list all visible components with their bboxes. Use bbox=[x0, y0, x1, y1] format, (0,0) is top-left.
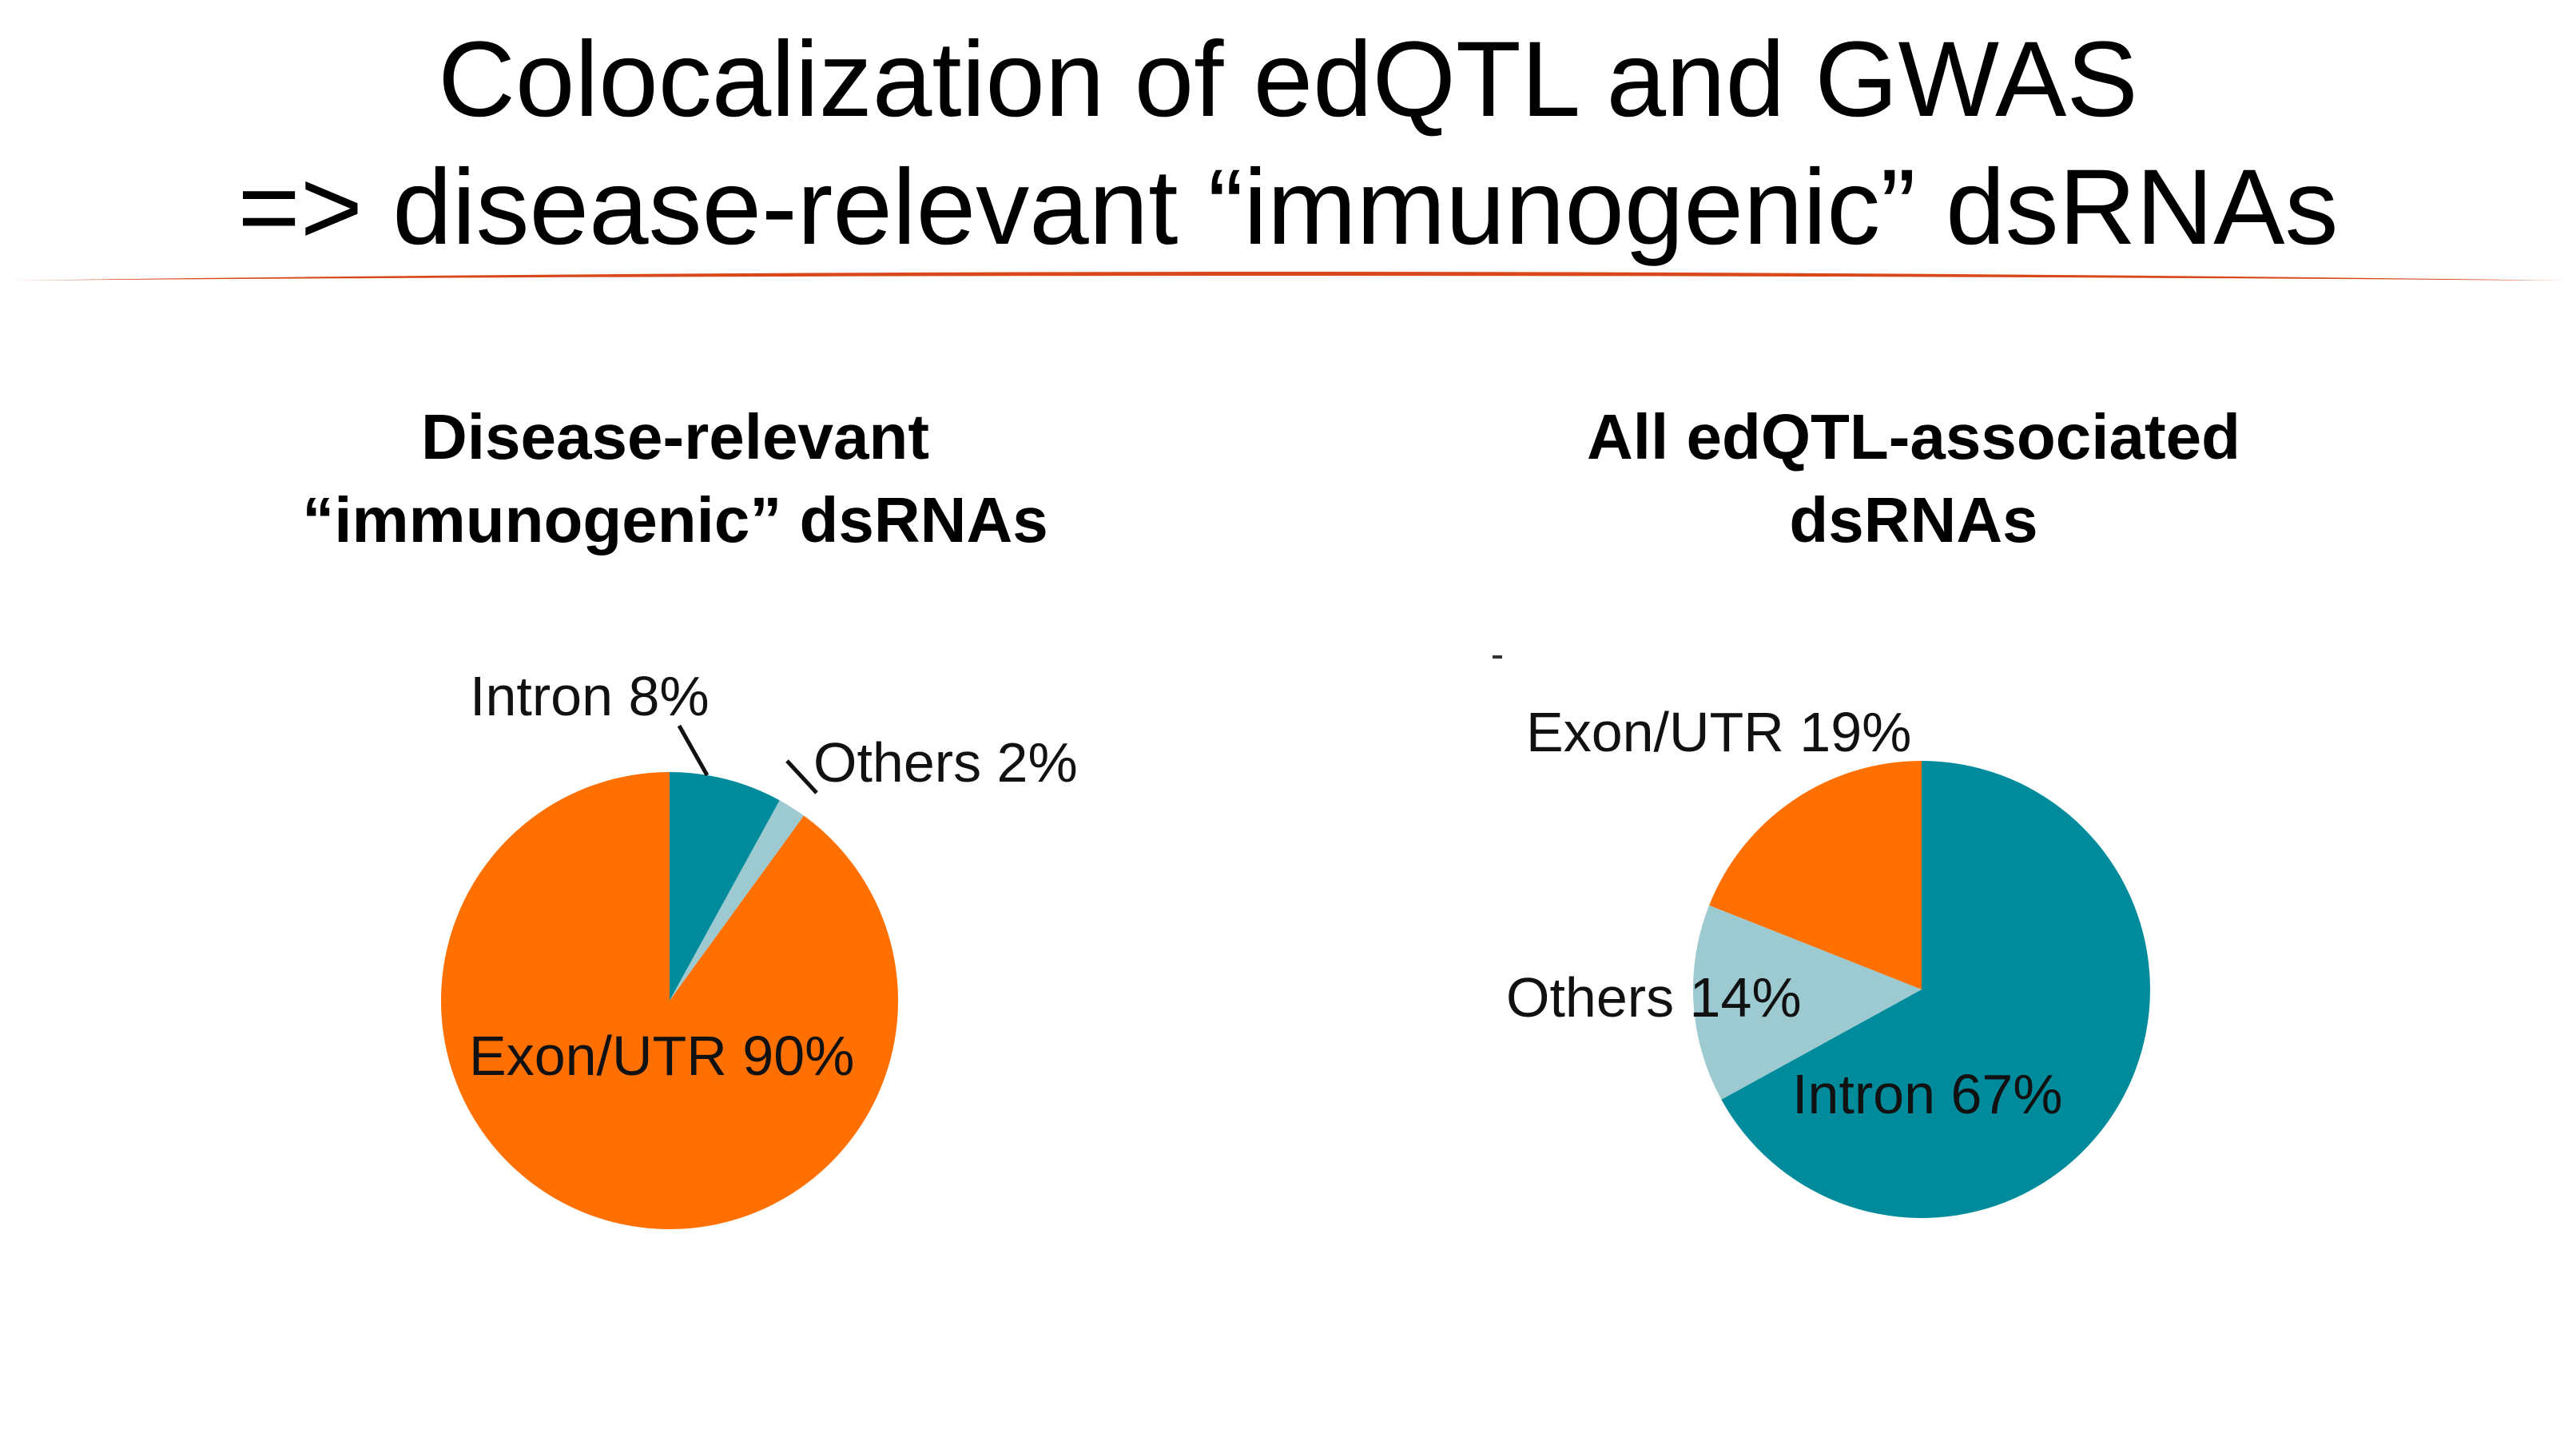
pie-1-label-intron: Intron 8% bbox=[470, 665, 710, 727]
slide-title-line-1: Colocalization of edQTL and GWAS bbox=[438, 20, 2138, 139]
slide-title: Colocalization of edQTL and GWAS => dise… bbox=[0, 16, 2576, 272]
title-underline-rule bbox=[8, 272, 2568, 281]
slide-title-line-2: => disease-relevant “immunogenic” dsRNAs bbox=[237, 148, 2339, 267]
leader-line-intron bbox=[677, 724, 710, 777]
pie-1-slice-others bbox=[670, 800, 805, 1001]
pie-2-slice-exon-utr bbox=[1709, 761, 1922, 989]
pie-1-slice-exon-utr bbox=[441, 772, 898, 1230]
chart-2-title-line-2: dsRNAs bbox=[1789, 484, 2038, 555]
pie-2-label-exon-utr: Exon/UTR 19% bbox=[1526, 701, 1911, 763]
pie-2-slice-intron bbox=[1721, 761, 2150, 1218]
pie-2-slice-others bbox=[1693, 905, 1922, 1100]
pie-1-label-others: Others 2% bbox=[813, 731, 1078, 794]
pie-chart-1-slices bbox=[441, 772, 898, 1230]
pie-1-label-exon-utr: Exon/UTR 90% bbox=[469, 1025, 854, 1087]
leader-line-others bbox=[785, 759, 818, 794]
chart-2-title-line-1: All edQTL-associated bbox=[1587, 401, 2240, 472]
pie-chart-1: Intron 8% Others 2% Exon/UTR 90% bbox=[441, 665, 1078, 1230]
pie-1-slice-intron bbox=[670, 772, 780, 1001]
pie-2-label-others: Others 14% bbox=[1506, 966, 1802, 1029]
pie-chart-2: Exon/UTR 19% Others 14% Intron 67% bbox=[1506, 701, 2150, 1218]
chart-1-title: Disease-relevant “immunogenic” dsRNAs bbox=[224, 396, 1127, 562]
chart-2-title: All edQTL-associated dsRNAs bbox=[1462, 396, 2365, 562]
pie-chart-2-slices bbox=[1693, 761, 2150, 1218]
chart-1-title-line-1: Disease-relevant bbox=[421, 401, 929, 472]
pie-2-label-intron: Intron 67% bbox=[1792, 1063, 2063, 1125]
chart-1-title-line-2: “immunogenic” dsRNAs bbox=[302, 484, 1048, 555]
title-underline-stroke bbox=[8, 272, 2568, 281]
